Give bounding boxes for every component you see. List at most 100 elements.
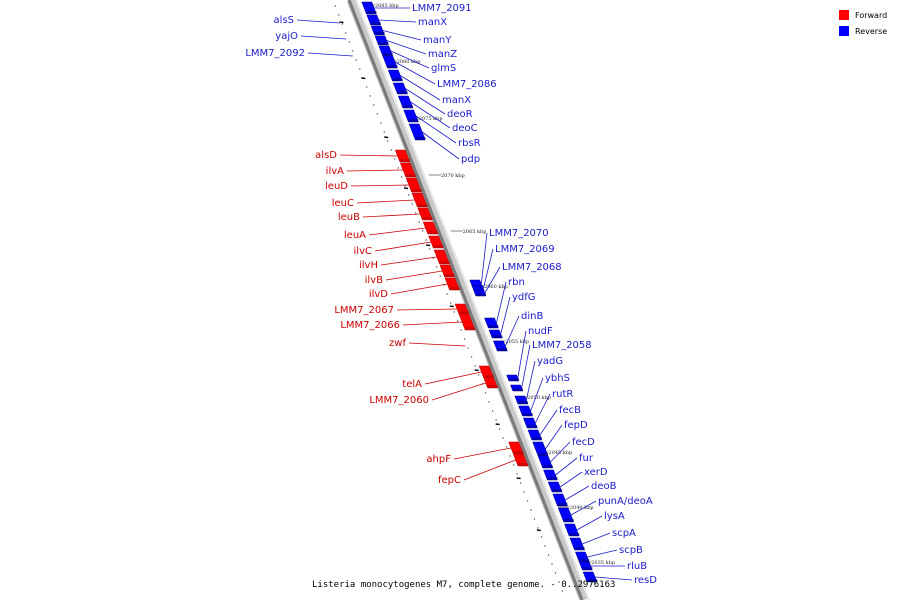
track-dot bbox=[558, 581, 560, 583]
gene-arrow-shadow bbox=[517, 463, 528, 466]
track-dash bbox=[495, 423, 500, 426]
gene-arrow-shadow bbox=[531, 437, 542, 440]
leader-line bbox=[559, 471, 583, 488]
leader-line bbox=[382, 30, 422, 41]
gene-label: scpA bbox=[612, 528, 636, 539]
leader-line bbox=[539, 409, 558, 436]
gene-label: LMM7_2070 bbox=[489, 228, 549, 239]
gene-label: punA/deoA bbox=[598, 496, 653, 507]
track-dash bbox=[474, 369, 479, 372]
kbp-tick-label: 2085 kbp bbox=[375, 3, 399, 9]
gene-label: LMM7_2068 bbox=[502, 262, 562, 273]
track-dot bbox=[505, 446, 508, 448]
gene-arrow-shadow bbox=[538, 453, 549, 456]
track-dot bbox=[411, 203, 413, 205]
track-dash bbox=[516, 477, 521, 480]
gene-label: ilvD bbox=[369, 289, 388, 300]
gene-label: ybhS bbox=[545, 373, 570, 384]
gene-label: leuB bbox=[338, 212, 360, 223]
track-dot bbox=[450, 302, 452, 304]
gene-label: deoB bbox=[591, 481, 617, 492]
gene-arrow-shadow bbox=[382, 53, 393, 56]
gene-arrow-shadow bbox=[444, 274, 455, 277]
leader-line bbox=[400, 75, 441, 101]
leader-line bbox=[378, 19, 417, 23]
leader-line bbox=[576, 515, 603, 531]
gene-label: LMM7_2091 bbox=[412, 3, 472, 14]
gene-label: leuD bbox=[325, 181, 348, 192]
leader-line bbox=[396, 308, 458, 311]
track-dot bbox=[355, 59, 357, 61]
track-dot bbox=[474, 365, 476, 367]
track-dot bbox=[460, 329, 462, 331]
track-dot bbox=[516, 473, 518, 475]
track-dot bbox=[387, 140, 389, 142]
kbp-tick-label: 2075 kbp bbox=[419, 116, 443, 122]
kbp-tick-label: 2065 kbp bbox=[463, 229, 487, 235]
gene-label: rutR bbox=[552, 389, 573, 400]
gene-label: LMM7_2067 bbox=[334, 305, 394, 316]
gene-arrow-shadow bbox=[569, 533, 580, 536]
leader-line bbox=[415, 115, 457, 144]
track-dot bbox=[477, 374, 480, 376]
gene-arrow-shadow bbox=[366, 11, 377, 14]
gene-arrow-shadow bbox=[439, 261, 450, 264]
leader-line bbox=[504, 315, 520, 347]
track-dot bbox=[366, 86, 368, 88]
backbone bbox=[346, 0, 590, 600]
gene-arrow-shadow bbox=[488, 325, 499, 328]
track-dot bbox=[561, 590, 564, 592]
leader-line bbox=[545, 424, 563, 450]
leader-line bbox=[555, 457, 578, 476]
leader-line bbox=[453, 447, 512, 460]
gene-label: glmS bbox=[431, 63, 456, 74]
gene-arrow-shadow bbox=[547, 477, 558, 480]
track-dot bbox=[498, 428, 501, 430]
track-dot bbox=[415, 212, 417, 214]
leader-line bbox=[564, 485, 590, 501]
leader-line bbox=[496, 281, 507, 324]
track-dot bbox=[446, 293, 448, 295]
track-dot bbox=[467, 347, 469, 349]
leader-line bbox=[385, 270, 443, 281]
gene-arrow-shadow bbox=[392, 78, 403, 81]
gene-arrows bbox=[361, 1, 598, 583]
gene-arrow-shadow bbox=[417, 204, 428, 207]
legend-reverse-label: Reverse bbox=[855, 27, 887, 36]
gene-arrow-shadow bbox=[487, 385, 498, 388]
gene-label: fur bbox=[579, 453, 594, 464]
leader-line bbox=[307, 52, 353, 57]
track-dash bbox=[449, 305, 454, 308]
gene-arrow-shadow bbox=[579, 559, 590, 562]
leader-line bbox=[350, 184, 409, 187]
gene-arrow-shadow bbox=[427, 231, 438, 234]
track-dot bbox=[540, 536, 543, 538]
leader-line bbox=[390, 283, 448, 295]
track-dot bbox=[547, 554, 550, 556]
kbp-tick-label: 2035 kbp bbox=[591, 560, 615, 566]
track-dot bbox=[544, 545, 546, 547]
gene-arrow-shadow bbox=[387, 65, 398, 68]
gene-arrow-shadow bbox=[557, 503, 568, 506]
leader-line bbox=[424, 371, 482, 385]
leader-line bbox=[390, 50, 430, 69]
kbp-tick-label: 2050 kbp bbox=[527, 395, 551, 401]
gene-arrow-shadow bbox=[527, 425, 538, 428]
kbp-tick-label: 2080 kbp bbox=[397, 59, 421, 65]
track-dot bbox=[373, 104, 375, 106]
legend-reverse-swatch bbox=[839, 26, 849, 36]
leader-line bbox=[300, 35, 347, 40]
track-dot bbox=[338, 14, 340, 16]
track-dot bbox=[484, 392, 487, 394]
gene-arrow-shadow bbox=[374, 32, 385, 35]
track-dot bbox=[422, 230, 424, 232]
gene-arrow-shadow bbox=[408, 119, 419, 122]
track-dot bbox=[453, 311, 455, 313]
leader-line bbox=[484, 266, 501, 294]
track-dot bbox=[394, 158, 396, 160]
gene-label: pdp bbox=[461, 154, 480, 165]
gene-arrow-shadow bbox=[370, 22, 381, 25]
leader-line bbox=[402, 321, 463, 326]
gene-label: manX bbox=[418, 17, 447, 28]
